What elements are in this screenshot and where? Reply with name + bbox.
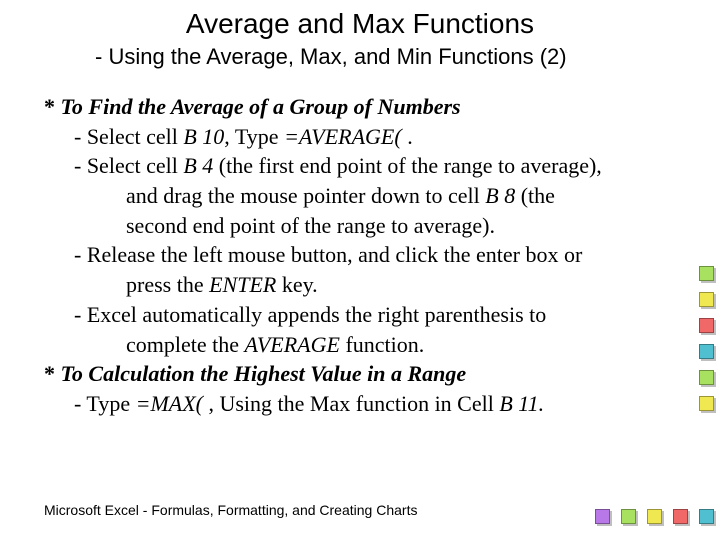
color-square-icon bbox=[699, 396, 714, 411]
bullet-item: - Select cell B 4 (the first end point o… bbox=[56, 151, 680, 181]
section-2-title: To Calculation the Highest Value in a Ra… bbox=[55, 361, 466, 386]
color-square-icon bbox=[699, 292, 714, 307]
text: press the bbox=[126, 272, 209, 297]
bullet-continuation: press the ENTER key. bbox=[44, 270, 680, 300]
subtitle-text: Using the Average, Max, and Min Function… bbox=[102, 44, 566, 69]
section-1-title: To Find the Average of a Group of Number… bbox=[55, 94, 461, 119]
bullet-continuation: second end point of the range to average… bbox=[44, 211, 680, 241]
text: , Type bbox=[224, 124, 284, 149]
text: and drag the mouse pointer down to cell bbox=[126, 183, 485, 208]
color-square-icon bbox=[647, 509, 662, 524]
bullet-item: - Select cell B 10, Type =AVERAGE( . bbox=[56, 122, 680, 152]
text: - Select cell bbox=[74, 124, 183, 149]
slide-title: Average and Max Functions bbox=[40, 8, 680, 40]
footer-text: Microsoft Excel - Formulas, Formatting, … bbox=[44, 502, 417, 518]
bullet-item: - Release the left mouse button, and cli… bbox=[56, 240, 680, 270]
bullet-item: - Type =MAX( , Using the Max function in… bbox=[56, 389, 680, 419]
key-name: ENTER bbox=[209, 272, 276, 297]
bullet-continuation: and drag the mouse pointer down to cell … bbox=[44, 181, 680, 211]
cell-ref: B 11. bbox=[499, 391, 544, 416]
color-square-icon bbox=[699, 344, 714, 359]
color-square-icon bbox=[621, 509, 636, 524]
text: , Using the Max function in Cell bbox=[203, 391, 499, 416]
cell-ref: B 10 bbox=[183, 124, 224, 149]
bullet-continuation: complete the AVERAGE function. bbox=[44, 330, 680, 360]
asterisk-icon: * bbox=[44, 361, 55, 386]
color-square-icon bbox=[699, 509, 714, 524]
color-square-icon bbox=[699, 318, 714, 333]
text: (the bbox=[515, 183, 555, 208]
formula-text: =MAX( bbox=[136, 391, 203, 416]
text: - Select cell bbox=[74, 153, 183, 178]
color-square-icon bbox=[699, 370, 714, 385]
text: complete the bbox=[126, 332, 245, 357]
section-1-heading: * To Find the Average of a Group of Numb… bbox=[44, 92, 680, 122]
slide-subtitle: - Using the Average, Max, and Min Functi… bbox=[40, 44, 680, 70]
formula-text: =AVERAGE( bbox=[284, 124, 402, 149]
text: . bbox=[402, 124, 413, 149]
bullet-item: - Excel automatically appends the right … bbox=[56, 300, 680, 330]
text: key. bbox=[276, 272, 317, 297]
cell-ref: B 4 bbox=[183, 153, 213, 178]
asterisk-icon: * bbox=[44, 94, 55, 119]
text: (the first end point of the range to ave… bbox=[213, 153, 602, 178]
text: function. bbox=[340, 332, 424, 357]
cell-ref: B 8 bbox=[485, 183, 515, 208]
slide: Average and Max Functions - Using the Av… bbox=[0, 0, 720, 540]
decorative-squares-right bbox=[699, 266, 714, 411]
color-square-icon bbox=[699, 266, 714, 281]
content-body: * To Find the Average of a Group of Numb… bbox=[40, 92, 680, 419]
color-square-icon bbox=[595, 509, 610, 524]
function-name: AVERAGE bbox=[245, 332, 340, 357]
color-square-icon bbox=[673, 509, 688, 524]
text: - Type bbox=[74, 391, 136, 416]
decorative-squares-bottom bbox=[595, 509, 714, 524]
section-2-heading: * To Calculation the Highest Value in a … bbox=[44, 359, 680, 389]
